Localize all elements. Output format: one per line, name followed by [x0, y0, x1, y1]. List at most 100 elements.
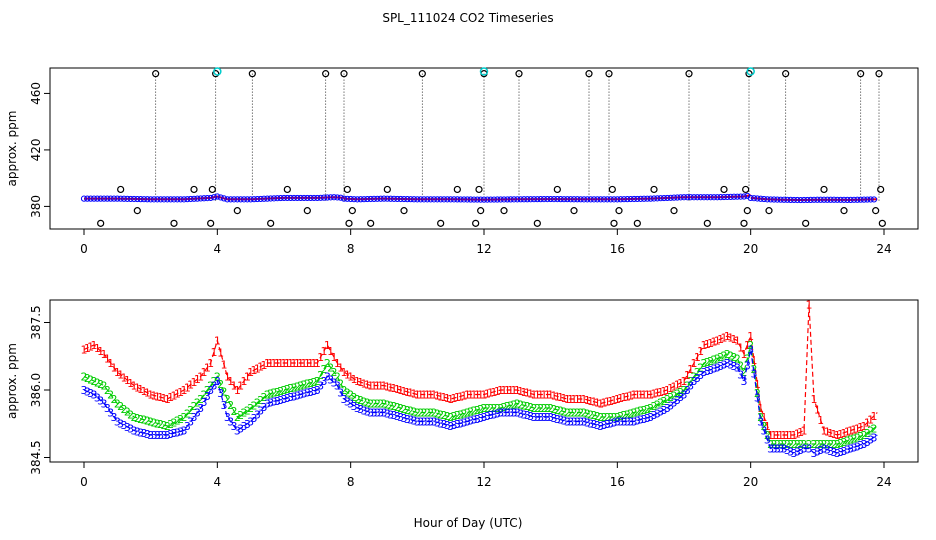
series-1-marker: 1 [677, 377, 684, 390]
series-3-marker: 3 [464, 416, 471, 429]
baseline-point [220, 195, 228, 202]
baseline-point [194, 195, 201, 202]
series-2-marker: 2 [367, 398, 374, 411]
series-2-marker: 2 [354, 393, 361, 406]
series-1-marker: 1 [711, 336, 718, 349]
series-2-marker: 2 [797, 438, 804, 451]
x-tick-label: 12 [476, 242, 491, 256]
series-1-marker: 1 [201, 366, 208, 379]
series-2-marker: 2 [641, 404, 648, 417]
outlier-point [343, 185, 351, 194]
outlier-point [585, 70, 593, 78]
series-1-marker: 1 [464, 389, 471, 402]
baseline-point [80, 195, 88, 202]
series-2-marker: 2 [451, 410, 458, 423]
series-1-marker: 1 [81, 344, 88, 357]
series-2-marker: 2 [667, 391, 674, 404]
series-3-marker: 3 [867, 434, 874, 447]
series-2-marker: 2 [554, 404, 561, 417]
baseline-point [654, 195, 661, 202]
outlier-point [367, 219, 375, 227]
series-1-marker: 1 [361, 377, 368, 390]
series-3-marker: 3 [837, 446, 844, 459]
series-2-marker: 2 [84, 372, 91, 385]
baseline-point [514, 196, 521, 203]
series-1-marker: 1 [241, 375, 248, 388]
baseline-point [784, 196, 791, 203]
series-2-marker: 2 [534, 402, 541, 415]
series-3-marker: 3 [607, 417, 614, 430]
series-3-marker: 3 [577, 416, 584, 429]
series-3-marker: 3 [501, 407, 508, 420]
series-1-marker: 1 [521, 386, 528, 399]
series-2-marker: 2 [324, 357, 331, 370]
series-3-marker: 3 [224, 411, 231, 424]
x-tick-label: 4 [214, 242, 222, 256]
series-1-marker: 1 [161, 392, 168, 405]
series-2-marker: 2 [851, 432, 858, 445]
series-3-marker: 3 [594, 419, 601, 432]
baseline-point [840, 196, 848, 203]
series-3-marker: 3 [84, 386, 91, 399]
series-2-marker: 2 [761, 420, 768, 433]
series-3-marker: 3 [621, 416, 628, 429]
series-1-marker: 1 [231, 380, 238, 393]
series-1-marker: 1 [754, 378, 761, 391]
series-2-marker: 2 [81, 371, 88, 384]
series-2-marker: 2 [184, 407, 191, 420]
series-1-marker: 1 [534, 389, 541, 402]
series-3-marker: 3 [327, 374, 334, 387]
baseline-point [700, 194, 708, 201]
series-1-marker: 1 [861, 420, 868, 433]
baseline-point [860, 196, 868, 203]
series-3-marker: 3 [724, 357, 731, 370]
series-1-marker: 1 [347, 371, 354, 384]
baseline-point [710, 194, 718, 201]
series-1-marker: 1 [91, 339, 98, 352]
series-2-marker: 2 [494, 402, 501, 415]
series-3-marker: 3 [107, 407, 114, 420]
series-2-marker: 2 [364, 396, 371, 409]
series-1-marker: 1 [661, 385, 668, 398]
series-3-marker: 3 [684, 384, 691, 397]
baseline-point [104, 195, 111, 202]
baseline-point [147, 196, 154, 203]
series-2-marker: 2 [731, 351, 738, 364]
series-2-marker: 2 [144, 415, 151, 428]
baseline-point [800, 196, 808, 204]
series-1-marker: 1 [367, 380, 374, 393]
baseline-point [457, 196, 464, 203]
series-1-marker: 1 [261, 359, 268, 372]
outlier-point [743, 207, 751, 215]
series-2-marker: 2 [547, 402, 554, 415]
baseline-point [727, 193, 734, 200]
outlier-point [615, 207, 623, 215]
outlier-point [553, 185, 561, 194]
series-2-marker: 2 [277, 385, 284, 398]
series-1-marker: 1 [857, 421, 864, 434]
baseline-point [507, 196, 514, 203]
series-1-marker: 1 [157, 391, 164, 404]
series-3-marker: 3 [417, 416, 424, 429]
series-3-marker: 3 [774, 443, 781, 456]
series-1-marker: 1 [724, 330, 731, 343]
baseline-point [677, 194, 684, 201]
series-2-marker: 2 [564, 407, 571, 420]
series-1-marker: 1 [214, 335, 221, 348]
baseline-point [117, 195, 124, 202]
baseline-point [180, 196, 188, 203]
baseline-point [474, 196, 481, 203]
series-2-marker: 2 [207, 380, 214, 393]
series-3-marker: 3 [764, 434, 771, 447]
baseline-point [534, 196, 541, 203]
series-2-marker: 2 [281, 384, 288, 397]
outlier-point [97, 219, 105, 227]
baseline-point [747, 194, 754, 202]
series-2-marker: 2 [601, 411, 608, 424]
outlier-point [765, 207, 773, 215]
series-3-marker: 3 [144, 428, 151, 441]
series-2-marker: 2 [381, 398, 388, 411]
series-3-marker: 3 [507, 407, 514, 420]
series-3-marker: 3 [177, 425, 184, 438]
baseline-point [810, 196, 818, 203]
